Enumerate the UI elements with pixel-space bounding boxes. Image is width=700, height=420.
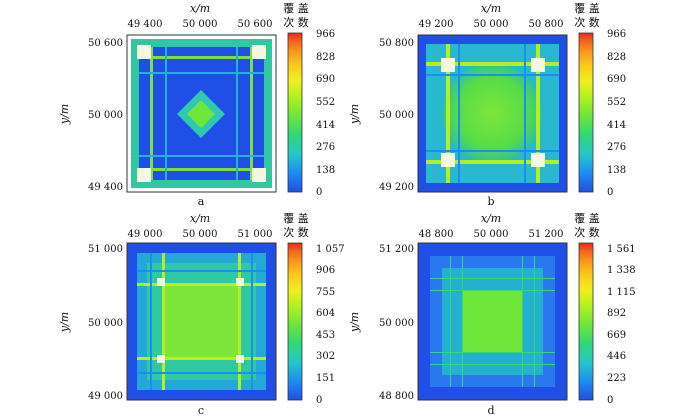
panel-d-ylabel: y/m xyxy=(348,312,361,333)
panel-a-xtick-2: 50 000 xyxy=(183,19,218,30)
panel-b-cbtick-2: 828 xyxy=(607,52,626,63)
panel-a-cbtick-1: 966 xyxy=(316,29,335,40)
panel-a-cbtick-6: 276 xyxy=(316,142,335,153)
panel-a: x/m 49 400 50 000 50 600 y/m 50 600 50 0… xyxy=(58,1,335,208)
panel-b-heatmap xyxy=(426,44,559,183)
panel-b-ytick-3: 49 200 xyxy=(379,182,414,193)
panel-a-cbtick-2: 828 xyxy=(316,52,335,63)
panel-d-cbtick-1: 1 561 xyxy=(607,244,636,255)
panel-d: x/m 48 800 50 000 51 200 y/m 51 200 50 0… xyxy=(348,211,636,417)
panel-a-xlabel: x/m xyxy=(190,2,210,15)
panel-c-ytick-2: 50 000 xyxy=(88,318,123,329)
panel-c-cbtick-6: 302 xyxy=(316,351,335,362)
panel-b-xlabel: x/m xyxy=(481,2,501,15)
panel-b-colorbar-title-2: 次 数 xyxy=(574,15,600,29)
panel-d-cbtick-5: 669 xyxy=(607,330,626,341)
panel-a-xtick-1: 49 400 xyxy=(128,19,163,30)
panel-b-xtick-2: 50 000 xyxy=(474,19,509,30)
panel-d-xlabel: x/m xyxy=(481,212,501,225)
panel-d-ytick-3: 48 800 xyxy=(379,391,414,402)
panel-d-xtick-1: 48 800 xyxy=(419,229,454,240)
panel-a-heatmap xyxy=(131,39,272,188)
panel-c-cbtick-3: 755 xyxy=(316,287,335,298)
panel-b-cbtick-5: 414 xyxy=(607,120,626,131)
panel-a-ytick-2: 50 000 xyxy=(88,110,123,121)
panel-b-label: b xyxy=(487,195,494,208)
panel-c-label: c xyxy=(198,404,204,417)
panel-a-cbtick-8: 0 xyxy=(316,187,322,198)
panel-d-cbtick-7: 223 xyxy=(607,373,626,384)
panel-a-colorbar-title-1: 覆 盖 xyxy=(283,1,309,15)
panel-c-colorbar-title-2: 次 数 xyxy=(283,225,309,239)
panel-a-colorbar xyxy=(287,32,303,193)
panel-c-cbtick-7: 151 xyxy=(316,373,335,384)
panel-b: x/m 49 200 50 000 50 800 y/m 50 800 50 0… xyxy=(348,1,626,208)
panel-c-xtick-1: 49 000 xyxy=(128,229,163,240)
panel-c-heatmap xyxy=(137,253,266,390)
panel-b-cbtick-1: 966 xyxy=(607,29,626,40)
panel-c-xlabel: x/m xyxy=(190,212,210,225)
panel-c-ytick-3: 49 000 xyxy=(88,391,123,402)
panel-d-colorbar-title-1: 覆 盖 xyxy=(574,211,600,225)
panel-d-colorbar-title-2: 次 数 xyxy=(574,225,600,239)
panel-a-ylabel: y/m xyxy=(58,104,71,125)
panel-a-cbtick-4: 552 xyxy=(316,97,335,108)
panel-d-cbtick-4: 892 xyxy=(607,308,626,319)
panel-c-xtick-3: 51 000 xyxy=(238,229,273,240)
panel-d-label: d xyxy=(487,404,494,417)
panel-c-cbtick-1: 1 057 xyxy=(316,244,345,255)
panel-d-cbtick-6: 446 xyxy=(607,351,626,362)
panel-c-cbtick-2: 906 xyxy=(316,265,335,276)
panel-b-xtick-3: 50 800 xyxy=(529,19,564,30)
panel-d-colorbar xyxy=(578,242,594,401)
panel-a-ytick-3: 49 400 xyxy=(88,182,123,193)
panel-c-colorbar-title-1: 覆 盖 xyxy=(283,211,309,225)
panel-a-cbtick-5: 414 xyxy=(316,120,335,131)
panel-b-cbtick-6: 276 xyxy=(607,142,626,153)
panel-b-cbtick-4: 552 xyxy=(607,97,626,108)
panel-d-cbtick-2: 1 338 xyxy=(607,265,636,276)
panel-c-cbtick-5: 453 xyxy=(316,330,335,341)
panel-b-colorbar-title-1: 覆 盖 xyxy=(574,1,600,15)
panel-b-ytick-1: 50 800 xyxy=(379,38,414,49)
panel-d-ytick-2: 50 000 xyxy=(379,318,414,329)
panel-c-ylabel: y/m xyxy=(58,312,71,333)
panel-c-cbtick-8: 0 xyxy=(316,395,322,406)
panel-b-ylabel: y/m xyxy=(348,104,361,125)
panel-d-cbtick-3: 1 115 xyxy=(607,287,636,298)
panel-d-xtick-2: 50 000 xyxy=(474,229,509,240)
panel-c: x/m 49 000 50 000 51 000 y/m 51 000 50 0… xyxy=(58,211,345,417)
panel-a-label: a xyxy=(198,195,205,208)
panel-b-xtick-1: 49 200 xyxy=(419,19,454,30)
panel-d-cbtick-8: 0 xyxy=(607,395,613,406)
panel-b-cbtick-7: 138 xyxy=(607,165,626,176)
panel-a-ytick-1: 50 600 xyxy=(88,38,123,49)
panel-a-cbtick-7: 138 xyxy=(316,165,335,176)
panel-b-ytick-2: 50 000 xyxy=(379,110,414,121)
panel-c-cbtick-4: 604 xyxy=(316,308,335,319)
panel-c-colorbar xyxy=(287,242,303,401)
panel-b-cbtick-8: 0 xyxy=(607,187,613,198)
panel-a-colorbar-title-2: 次 数 xyxy=(283,15,309,29)
panel-a-cbtick-3: 690 xyxy=(316,74,335,85)
panel-b-colorbar xyxy=(578,32,594,193)
panel-c-ytick-1: 51 000 xyxy=(88,244,123,255)
panel-d-ytick-1: 51 200 xyxy=(379,244,414,255)
panel-b-cbtick-3: 690 xyxy=(607,74,626,85)
panel-a-xtick-3: 50 600 xyxy=(238,19,273,30)
panel-d-heatmap xyxy=(430,256,555,387)
panel-d-xtick-3: 51 200 xyxy=(529,229,564,240)
panel-c-xtick-2: 50 000 xyxy=(183,229,218,240)
